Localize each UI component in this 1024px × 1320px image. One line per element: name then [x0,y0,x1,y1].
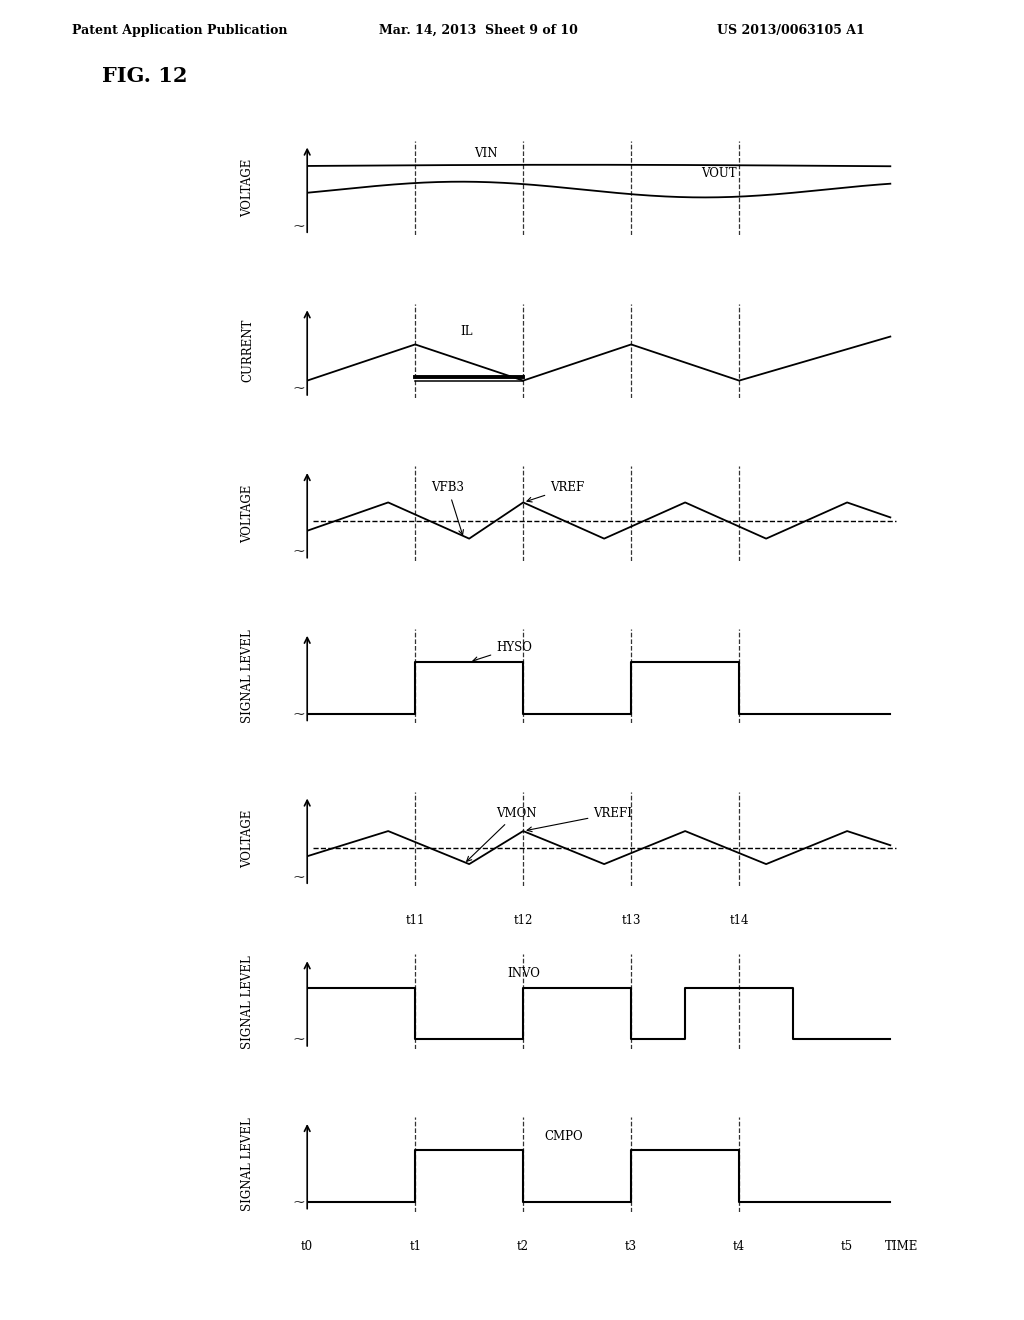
Text: t12: t12 [513,915,532,928]
Text: SIGNAL LEVEL: SIGNAL LEVEL [242,1118,254,1212]
Text: VREFI: VREFI [527,807,633,832]
Text: t5: t5 [841,1239,853,1253]
Text: INVO: INVO [507,968,540,981]
Text: SIGNAL LEVEL: SIGNAL LEVEL [242,954,254,1048]
Text: CURRENT: CURRENT [242,319,254,383]
Text: ~: ~ [292,545,305,560]
Text: US 2013/0063105 A1: US 2013/0063105 A1 [717,24,864,37]
Text: ~: ~ [292,219,305,234]
Text: t14: t14 [729,915,749,928]
Text: FIG. 12: FIG. 12 [102,66,187,86]
Text: Patent Application Publication: Patent Application Publication [72,24,287,37]
Text: VOLTAGE: VOLTAGE [242,484,254,543]
Text: Mar. 14, 2013  Sheet 9 of 10: Mar. 14, 2013 Sheet 9 of 10 [379,24,578,37]
Text: ~: ~ [292,708,305,722]
Text: VMON: VMON [467,807,537,862]
Text: t4: t4 [733,1239,745,1253]
Text: VOLTAGE: VOLTAGE [242,809,254,869]
Text: ~: ~ [292,871,305,884]
Text: VFB3: VFB3 [431,482,464,535]
Text: t1: t1 [410,1239,421,1253]
Text: VREF: VREF [527,482,585,502]
Text: IL: IL [461,325,473,338]
Text: ~: ~ [292,383,305,396]
Text: t2: t2 [517,1239,529,1253]
Text: ~: ~ [292,1196,305,1210]
Text: SIGNAL LEVEL: SIGNAL LEVEL [242,630,254,723]
Text: t0: t0 [301,1239,313,1253]
Text: VOUT: VOUT [701,166,737,180]
Text: VIN: VIN [474,147,498,160]
Text: CMPO: CMPO [545,1130,584,1143]
Text: t11: t11 [406,915,425,928]
Text: TIME: TIME [885,1239,919,1253]
Text: VOLTAGE: VOLTAGE [242,158,254,218]
Text: HYSO: HYSO [473,642,532,661]
Text: t3: t3 [625,1239,637,1253]
Text: t13: t13 [622,915,641,928]
Text: ~: ~ [292,1034,305,1047]
